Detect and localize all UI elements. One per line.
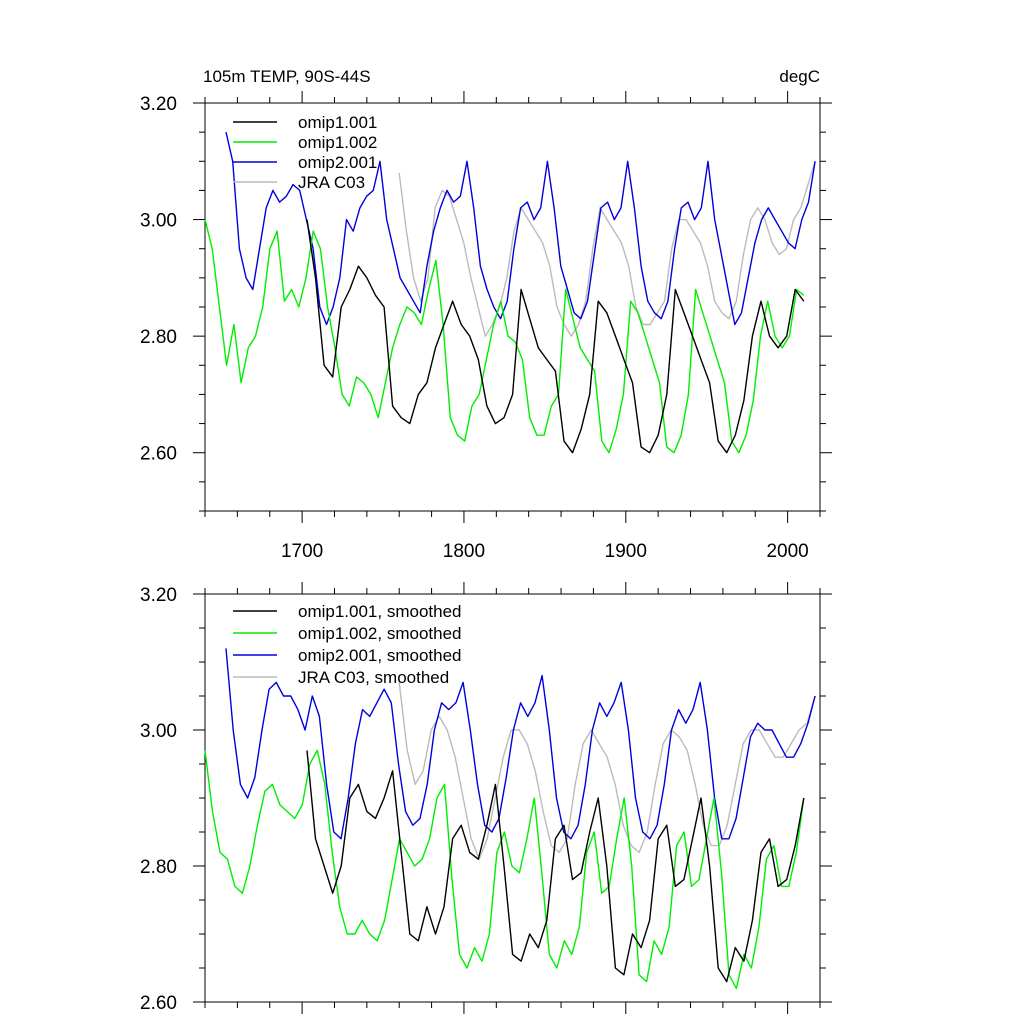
y-tick-label: 2.60 bbox=[140, 444, 177, 465]
series-line-3 bbox=[225, 648, 816, 840]
x-tick-label: 1900 bbox=[605, 541, 647, 562]
y-tick-label: 2.80 bbox=[140, 857, 177, 878]
y-tick-label: 3.20 bbox=[140, 585, 177, 606]
legend-label: JRA C03, smoothed bbox=[298, 668, 449, 687]
legend-label: omip2.001, smoothed bbox=[298, 646, 462, 665]
x-tick-label: 2000 bbox=[766, 541, 808, 562]
top-panel: 105m TEMP, 90S-44S degC 2.60 2.80 3.00 3.20… bbox=[140, 67, 832, 562]
series-line-1 bbox=[306, 219, 805, 454]
series-line-3 bbox=[225, 131, 816, 326]
x-tick-label: 1800 bbox=[443, 541, 485, 562]
legend-label: omip1.002, smoothed bbox=[298, 624, 462, 643]
legend-label: JRA C03 bbox=[298, 173, 365, 192]
legend-label: omip1.001 bbox=[298, 113, 377, 132]
legend-label: omip1.001, smoothed bbox=[298, 602, 462, 621]
series-line-4 bbox=[398, 161, 816, 337]
series-line-1 bbox=[306, 750, 805, 983]
y-tick-label: 3.20 bbox=[140, 94, 177, 115]
y-tick-label: 3.00 bbox=[140, 211, 177, 232]
legend-label: omip1.002 bbox=[298, 133, 377, 152]
series-line-2 bbox=[204, 219, 805, 454]
bottom-panel: 2.60 2.80 3.00 3.20 omip1.001, smoothed omip1… bbox=[140, 582, 832, 1014]
legend-label: omip2.001 bbox=[298, 153, 377, 172]
y-tick-label: 2.80 bbox=[140, 327, 177, 348]
top-units: degC bbox=[779, 67, 820, 86]
x-tick-label: 1700 bbox=[281, 541, 323, 562]
series-line-4 bbox=[398, 682, 816, 860]
y-tick-label: 3.00 bbox=[140, 721, 177, 742]
top-title: 105m TEMP, 90S-44S bbox=[203, 67, 371, 86]
y-tick-label: 2.60 bbox=[140, 993, 177, 1014]
series-line-2 bbox=[204, 749, 805, 990]
